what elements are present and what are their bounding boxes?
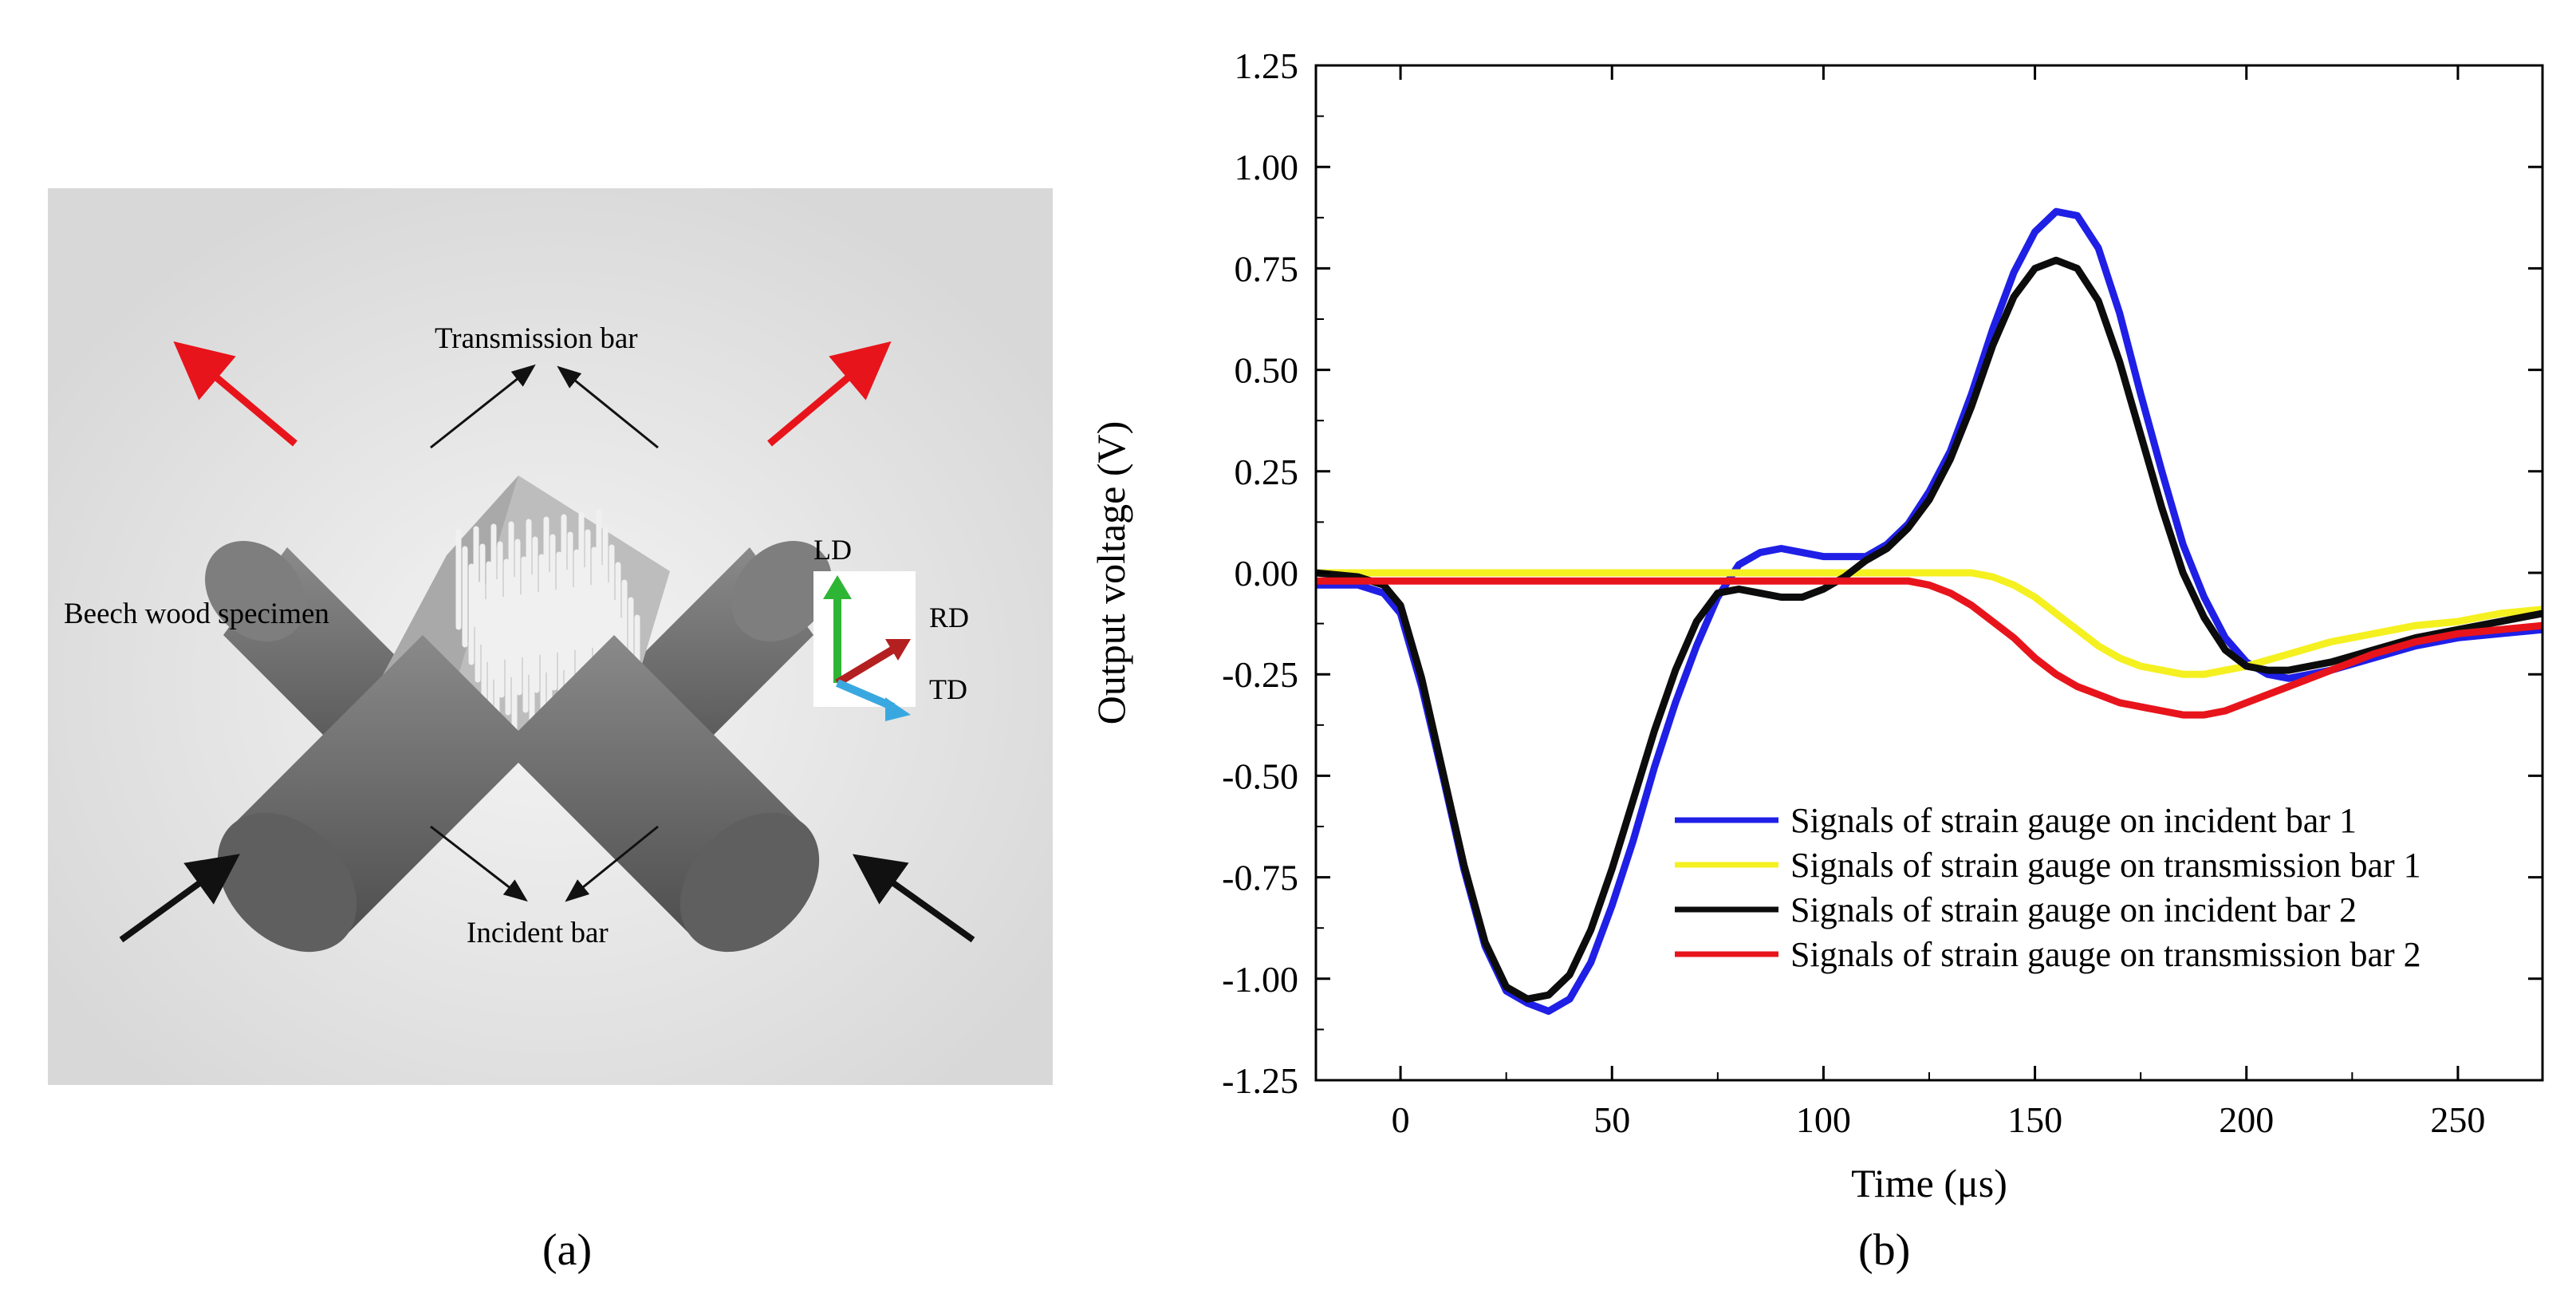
ld-axis-label: LD bbox=[813, 534, 852, 566]
legend-label: Signals of strain gauge on incident bar … bbox=[1790, 890, 2357, 929]
incident-bar-label: Incident bar bbox=[467, 917, 609, 949]
legend-label: Signals of strain gauge on incident bar … bbox=[1790, 801, 2357, 840]
series-line-4 bbox=[1316, 577, 2543, 719]
y-tick-label: 1.25 bbox=[1235, 45, 1299, 86]
x-tick-label: 200 bbox=[2219, 1099, 2274, 1140]
panel-b-caption: (b) bbox=[1858, 1225, 1911, 1275]
panel-a-caption: (a) bbox=[542, 1225, 593, 1275]
red-arrow-right bbox=[767, 341, 892, 447]
y-tick-label: 1.00 bbox=[1235, 147, 1299, 187]
legend-label: Signals of strain gauge on transmission … bbox=[1790, 846, 2421, 885]
transmission-bar-label: Transmission bar bbox=[435, 322, 638, 355]
legend-label: Signals of strain gauge on transmission … bbox=[1790, 935, 2421, 974]
incident-bar-right bbox=[502, 635, 820, 953]
td-axis-label: TD bbox=[929, 673, 967, 705]
thin-arrow-tl bbox=[430, 364, 536, 449]
coordinate-axes: LD RD TD bbox=[813, 534, 969, 721]
y-tick-label: -0.75 bbox=[1222, 858, 1298, 898]
y-axis-label: Output voltage (V) bbox=[1089, 421, 1133, 724]
y-tick-label: -0.50 bbox=[1222, 756, 1298, 796]
y-tick-label: 0.00 bbox=[1235, 553, 1299, 594]
y-tick-label: -1.00 bbox=[1222, 959, 1298, 1000]
series-line-2 bbox=[1316, 569, 2543, 678]
black-arrow-right bbox=[852, 854, 975, 943]
y-tick-label: -1.25 bbox=[1222, 1060, 1298, 1101]
rd-axis-label: RD bbox=[929, 602, 969, 633]
legend: Signals of strain gauge on incident bar … bbox=[1675, 801, 2421, 974]
x-tick-label: 150 bbox=[2007, 1099, 2062, 1140]
incident-bar-left bbox=[217, 635, 534, 953]
x-tick-label: 100 bbox=[1796, 1099, 1851, 1140]
red-arrow-left bbox=[173, 341, 297, 447]
y-tick-label: 0.75 bbox=[1235, 248, 1299, 289]
series-line-3 bbox=[1315, 256, 2543, 1003]
thin-arrow-br bbox=[565, 825, 659, 902]
specimen-label: Beech wood specimen bbox=[64, 598, 329, 630]
x-tick-label: 50 bbox=[1593, 1099, 1630, 1140]
x-tick-label: 0 bbox=[1392, 1099, 1410, 1140]
x-axis-label: Time (μs) bbox=[1851, 1161, 2007, 1205]
thin-arrow-bl bbox=[430, 825, 528, 902]
y-tick-label: -0.25 bbox=[1222, 654, 1298, 695]
voltage-time-chart: 0 50 100 150 200 250 1.25 1.00 0.75 0.50 0.25 0.00 -… bbox=[1061, 32, 2560, 1229]
y-tick-label: 0.25 bbox=[1235, 452, 1299, 492]
shpb-schematic: Transmission bar Incident bar Beech wood… bbox=[48, 188, 1053, 1085]
x-tick-label: 250 bbox=[2430, 1099, 2485, 1140]
thin-arrow-tr bbox=[557, 365, 659, 449]
black-arrow-left bbox=[119, 854, 240, 943]
y-tick-label: 0.50 bbox=[1235, 350, 1299, 391]
